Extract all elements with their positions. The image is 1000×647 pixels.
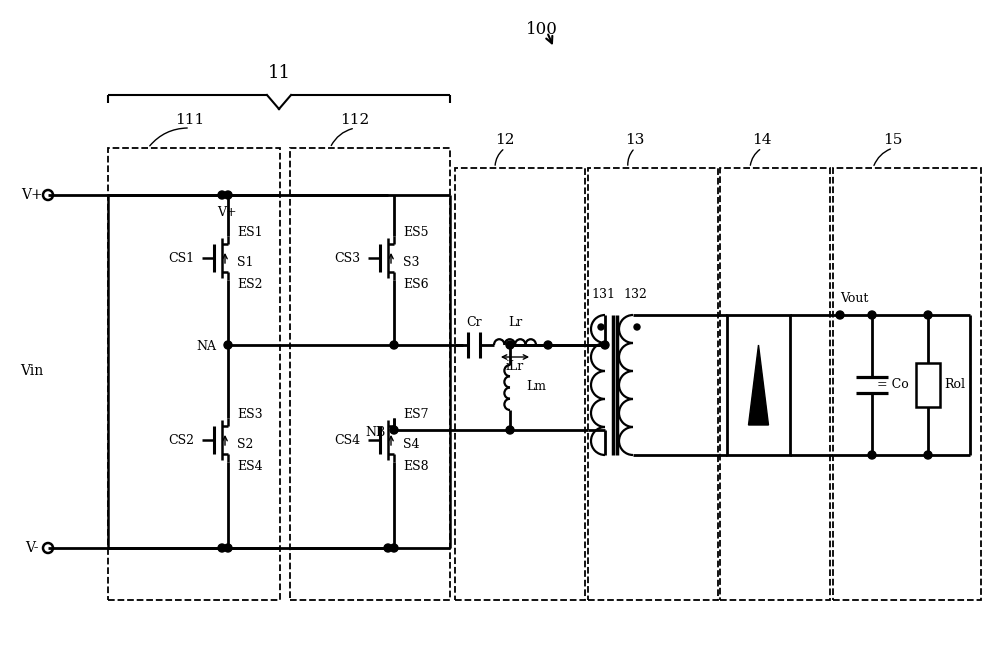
Text: Lr: Lr (508, 316, 522, 329)
Text: = Co: = Co (877, 378, 909, 391)
Text: ES4: ES4 (237, 459, 263, 472)
Bar (455, 168, 585, 600)
Bar (833, 168, 981, 600)
Circle shape (506, 341, 514, 349)
Text: Vout: Vout (840, 292, 868, 305)
Circle shape (390, 426, 398, 434)
Circle shape (868, 451, 876, 459)
Text: 11: 11 (268, 64, 290, 82)
Text: 131: 131 (591, 289, 615, 302)
Circle shape (544, 341, 552, 349)
Text: CS4: CS4 (334, 433, 360, 446)
Text: Lm: Lm (526, 380, 546, 393)
Text: CS1: CS1 (168, 252, 194, 265)
Bar (290, 148, 450, 600)
Text: ES1: ES1 (237, 226, 263, 239)
Circle shape (506, 426, 514, 434)
Text: V+: V+ (217, 206, 237, 219)
Circle shape (224, 341, 232, 349)
Text: ES7: ES7 (403, 408, 428, 421)
Bar (727, 315, 790, 455)
Polygon shape (748, 345, 768, 425)
Text: V-: V- (25, 541, 39, 555)
Circle shape (218, 191, 226, 199)
Circle shape (218, 544, 226, 552)
Circle shape (224, 191, 232, 199)
Circle shape (598, 324, 604, 330)
Circle shape (634, 324, 640, 330)
Text: ES8: ES8 (403, 459, 429, 472)
Circle shape (390, 544, 398, 552)
Text: CS2: CS2 (168, 433, 194, 446)
Text: 12: 12 (495, 133, 515, 147)
Circle shape (224, 544, 232, 552)
Circle shape (924, 451, 932, 459)
Circle shape (390, 341, 398, 349)
Bar (720, 168, 830, 600)
Circle shape (601, 341, 609, 349)
Bar (108, 148, 280, 600)
Circle shape (384, 544, 392, 552)
Text: 112: 112 (340, 113, 370, 127)
Text: NA: NA (196, 340, 216, 353)
Bar (916, 363, 940, 407)
Circle shape (836, 311, 844, 319)
Text: V+: V+ (21, 188, 43, 202)
Text: 100: 100 (526, 21, 558, 39)
Text: iLr: iLr (506, 360, 524, 373)
Text: S1: S1 (237, 256, 254, 269)
Text: Vin: Vin (20, 364, 44, 378)
Text: CS3: CS3 (334, 252, 360, 265)
Bar (588, 168, 718, 600)
Text: ES5: ES5 (403, 226, 428, 239)
Text: 14: 14 (752, 133, 772, 147)
Text: ES6: ES6 (403, 278, 429, 291)
Text: S2: S2 (237, 437, 253, 450)
Text: ES2: ES2 (237, 278, 262, 291)
Text: ES3: ES3 (237, 408, 263, 421)
Text: 13: 13 (625, 133, 645, 147)
Text: NB: NB (366, 426, 386, 439)
Text: 132: 132 (623, 289, 647, 302)
Text: Cr: Cr (466, 316, 482, 329)
Text: 111: 111 (175, 113, 205, 127)
Text: 15: 15 (883, 133, 903, 147)
Circle shape (924, 311, 932, 319)
Text: S3: S3 (403, 256, 420, 269)
Circle shape (868, 311, 876, 319)
Text: Rol: Rol (944, 378, 965, 391)
Text: S4: S4 (403, 437, 420, 450)
